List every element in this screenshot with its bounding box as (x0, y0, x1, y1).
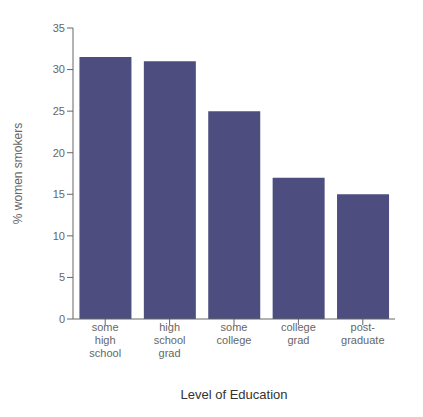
svg-text:5: 5 (59, 271, 65, 283)
svg-text:post-graduate: post-graduate (341, 321, 384, 346)
svg-text:collegegrad: collegegrad (281, 321, 316, 346)
svg-text:Level of Education: Level of Education (181, 387, 288, 402)
svg-text:20: 20 (53, 147, 65, 159)
svg-text:25: 25 (53, 105, 65, 117)
svg-text:35: 35 (53, 22, 65, 34)
svg-text:highschoolgrad: highschoolgrad (154, 321, 186, 359)
svg-text:somehighschool: somehighschool (89, 321, 121, 359)
svg-text:0: 0 (59, 313, 65, 325)
svg-text:10: 10 (53, 230, 65, 242)
svg-text:somecollege: somecollege (217, 321, 252, 346)
svg-text:15: 15 (53, 188, 65, 200)
svg-text:30: 30 (53, 63, 65, 75)
svg-text:% women smokers: % women smokers (11, 123, 25, 224)
